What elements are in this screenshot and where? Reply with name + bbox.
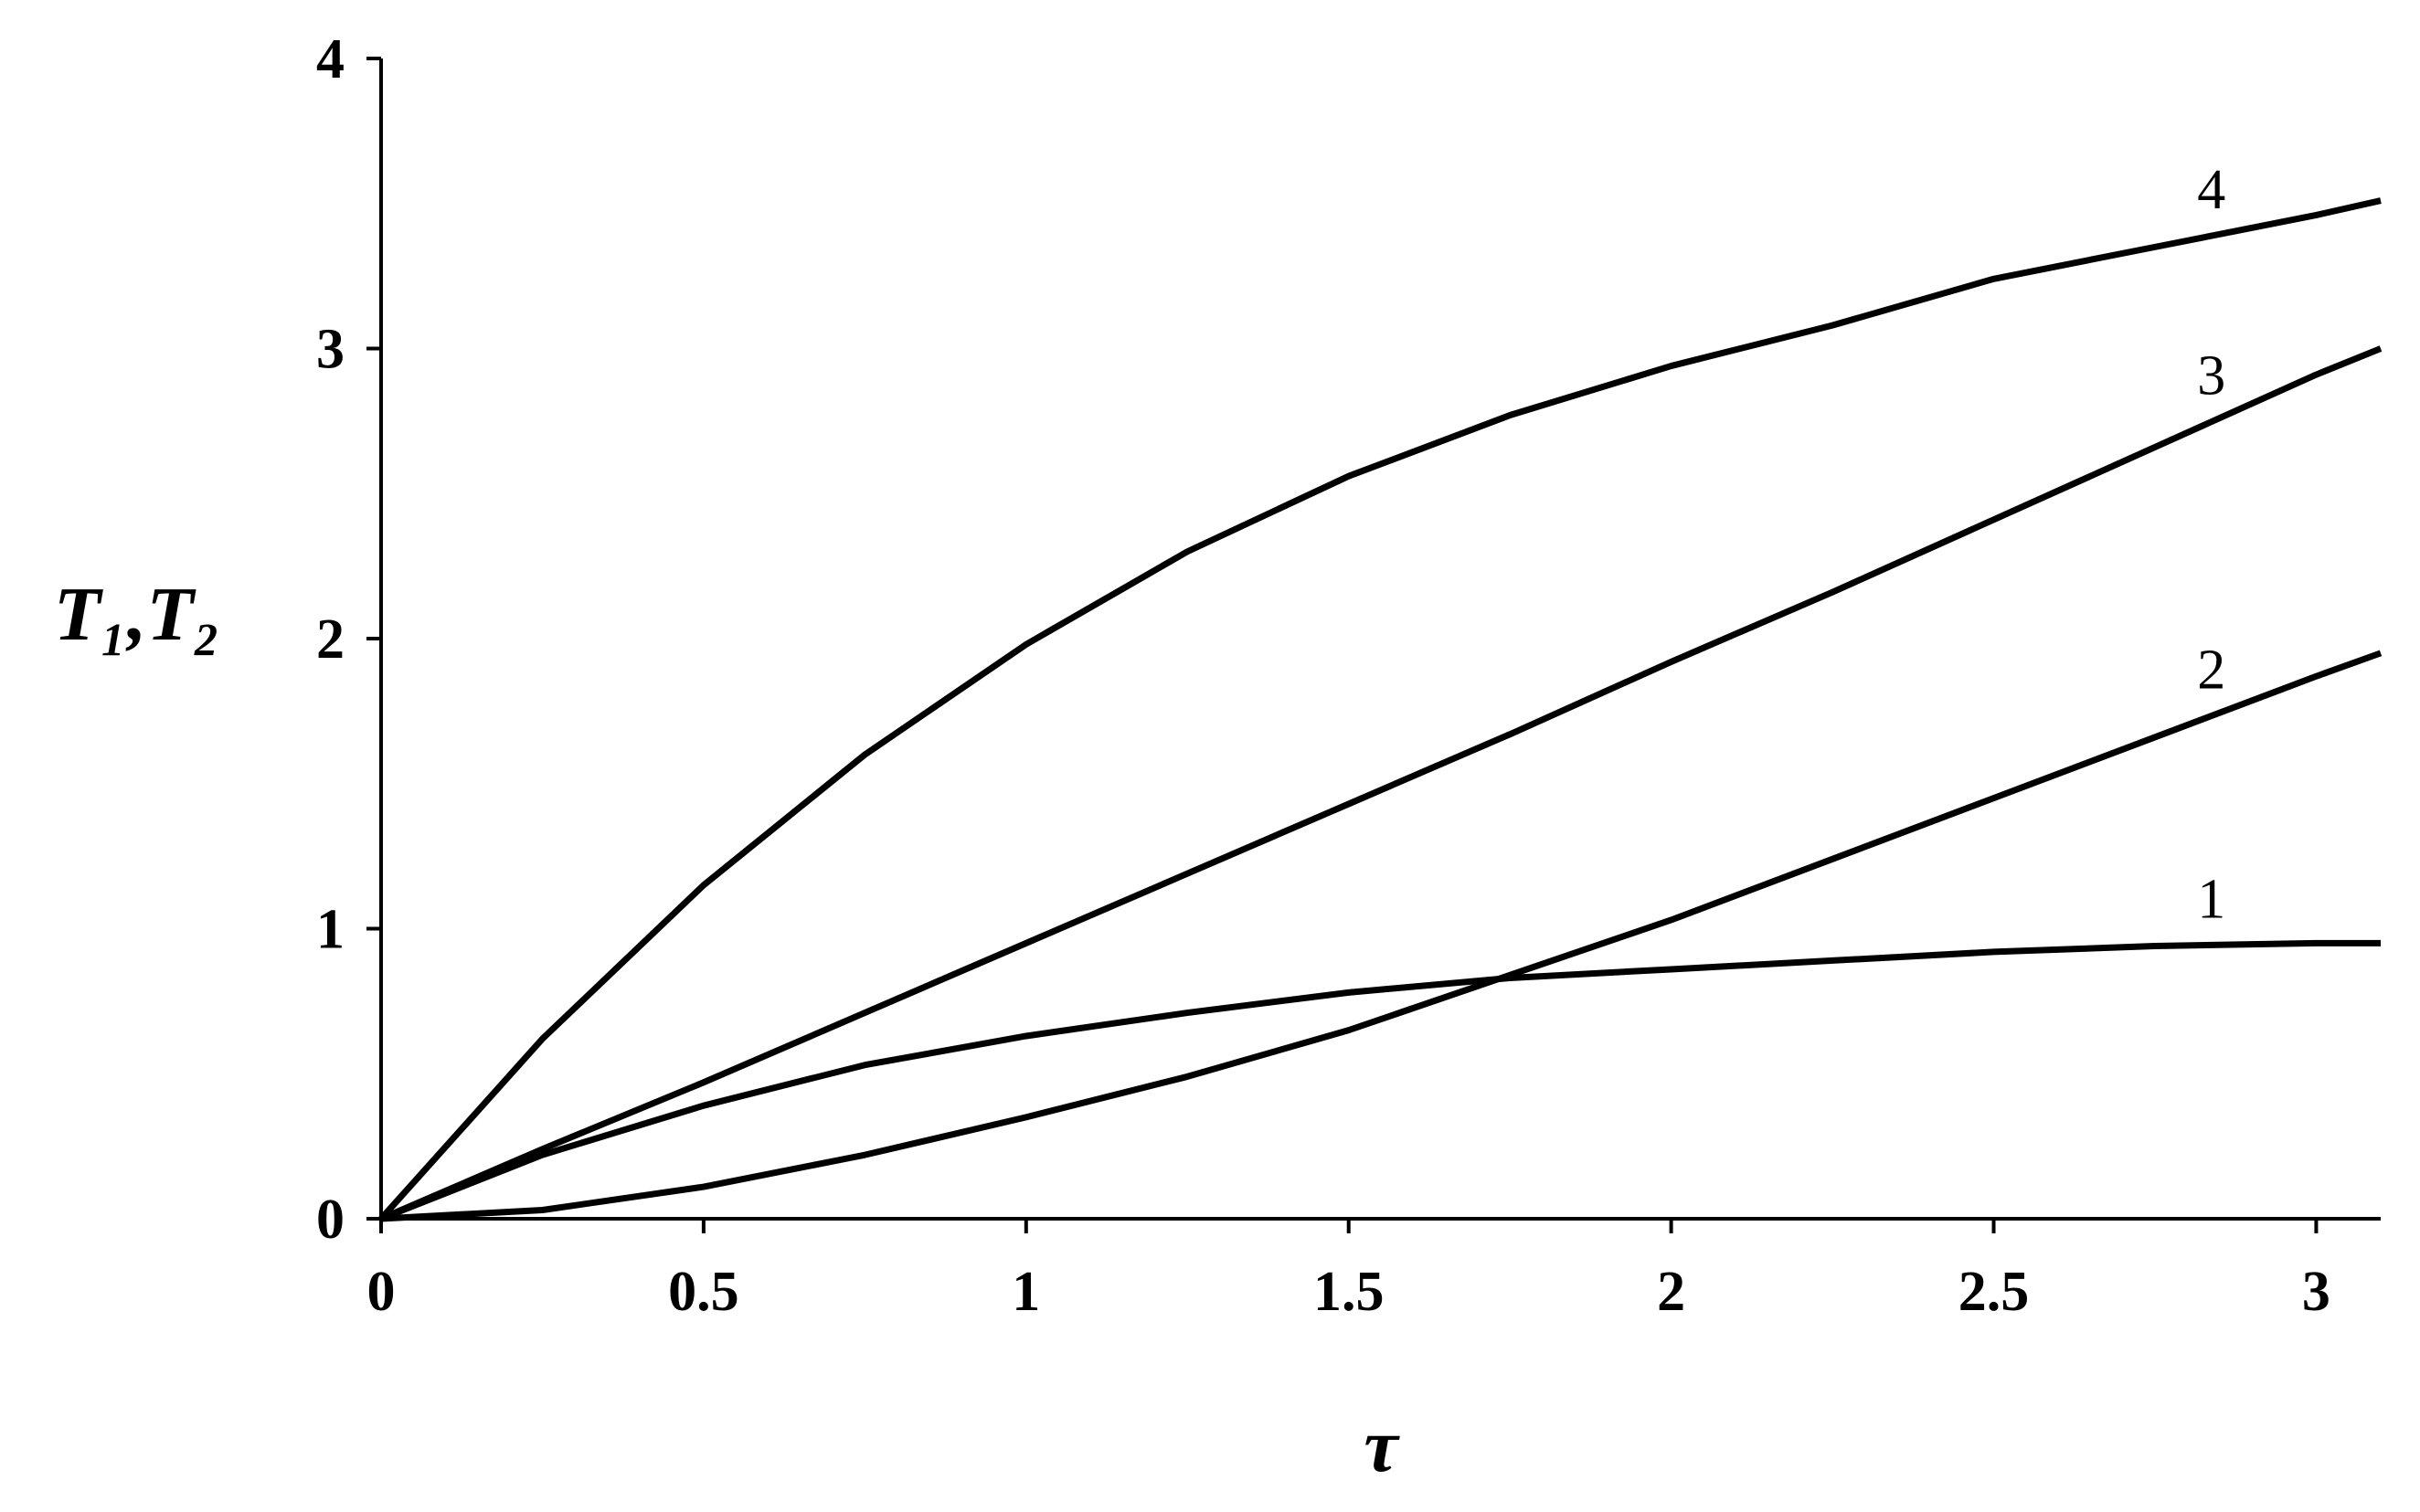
series-label: 3 xyxy=(2197,345,2225,407)
series-label: 4 xyxy=(2197,159,2225,221)
x-tick-label: 0.5 xyxy=(668,1261,739,1323)
series-line xyxy=(380,650,2383,1222)
series-line xyxy=(378,197,2382,1221)
y-tick-label: 3 xyxy=(316,319,345,381)
x-tick-label: 1 xyxy=(1012,1261,1040,1323)
y-tick-label: 1 xyxy=(316,899,345,961)
x-tick-label: 1.5 xyxy=(1313,1261,1385,1323)
x-tick-label: 3 xyxy=(2302,1261,2330,1323)
x-tick-label: 0 xyxy=(367,1261,396,1323)
x-tick-label: 2 xyxy=(1657,1261,1685,1323)
y-axis-title: T₁,T₂ xyxy=(54,572,220,657)
series-label: 1 xyxy=(2197,868,2225,930)
x-tick-label: 2.5 xyxy=(1958,1261,2030,1323)
y-tick-label: 4 xyxy=(316,28,345,90)
series-label: 2 xyxy=(2197,640,2225,702)
series-line xyxy=(379,345,2383,1222)
y-tick-label: 2 xyxy=(316,608,345,671)
series-line xyxy=(379,939,2381,1222)
x-axis-title: τ xyxy=(1364,1403,1400,1488)
y-tick-label: 0 xyxy=(316,1189,345,1251)
